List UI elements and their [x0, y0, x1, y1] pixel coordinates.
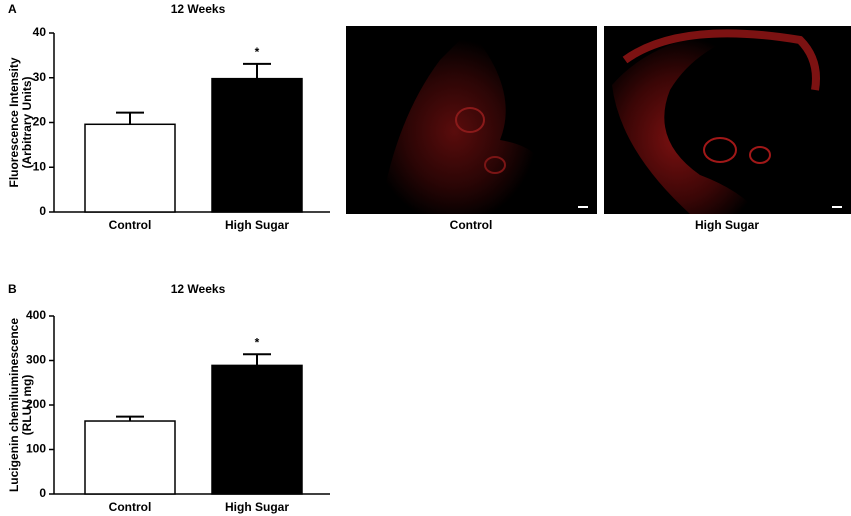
x-tick-label: Control: [109, 218, 152, 232]
y-axis-label: (Arbitrary Units): [20, 76, 34, 168]
bar: [211, 77, 303, 213]
bar: [84, 420, 176, 495]
y-tick-label: 30: [33, 70, 47, 84]
y-tick-label: 20: [33, 115, 47, 129]
x-tick-label: High Sugar: [225, 218, 289, 232]
y-axis-label: Fluorescence Intensity: [7, 57, 21, 187]
bar: [84, 123, 176, 213]
y-tick-label: 400: [26, 308, 46, 322]
y-axis-label: Lucigenin chemiluminescence: [7, 318, 21, 492]
image-caption: Control: [450, 218, 493, 232]
x-tick-label: High Sugar: [225, 500, 289, 514]
y-tick-label: 100: [26, 442, 46, 456]
chart-title: 12 Weeks: [171, 282, 226, 296]
y-tick-label: 10: [33, 159, 47, 173]
image-caption: High Sugar: [695, 218, 759, 232]
y-tick-label: 0: [39, 204, 46, 218]
x-tick-label: Control: [109, 500, 152, 514]
bar: [211, 364, 303, 495]
y-tick-label: 300: [26, 353, 46, 367]
micrograph: [346, 26, 597, 214]
y-tick-label: 200: [26, 397, 46, 411]
y-tick-label: 0: [39, 486, 46, 500]
chart-title: 12 Weeks: [171, 2, 226, 16]
panel-label: A: [8, 2, 17, 16]
panel-label: B: [8, 282, 17, 296]
significance-marker: *: [255, 45, 260, 59]
micrograph: [604, 26, 851, 214]
significance-marker: *: [255, 335, 260, 349]
y-axis-label: (RLU / mg): [20, 375, 34, 436]
y-tick-label: 40: [33, 25, 47, 39]
